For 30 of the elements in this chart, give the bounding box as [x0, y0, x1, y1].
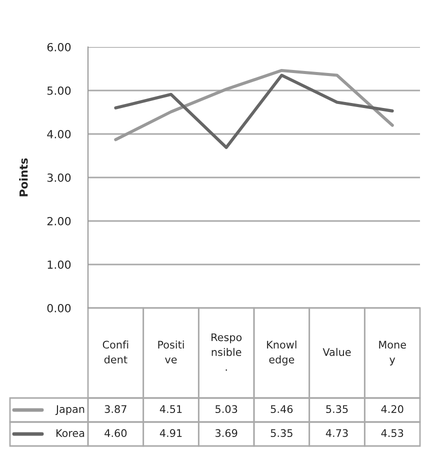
data-label: 4.73 [326, 429, 348, 438]
y-tick-label: 0.00 [47, 304, 71, 312]
legend-label: Korea [56, 429, 84, 438]
y-tick-label: 5.00 [47, 86, 71, 95]
data-label: 4.91 [160, 429, 182, 438]
y-tick-label: 3.00 [47, 173, 71, 182]
data-label: 4.20 [381, 405, 404, 414]
x-tick-label: Positi ve [158, 340, 184, 364]
data-label: 5.35 [326, 405, 348, 414]
y-axis-title: Points [19, 158, 28, 196]
x-tick-label: Value [322, 348, 351, 356]
data-label: 5.35 [270, 429, 292, 438]
y-tick-label: 6.00 [47, 42, 71, 52]
x-tick-label: Mone y [379, 340, 406, 366]
x-tick-label: Confi dent [102, 340, 128, 364]
data-label: 5.46 [270, 405, 293, 414]
y-tick-label: 1.00 [48, 260, 71, 269]
x-tick-label: Knowl edge [267, 340, 296, 366]
data-label: 4.60 [104, 429, 127, 438]
data-label: 3.87 [104, 405, 126, 414]
y-tick-label: 4.00 [47, 130, 71, 138]
data-label: 5.03 [216, 405, 238, 414]
line-series [114, 74, 394, 150]
data-label: 3.69 [216, 429, 238, 438]
legend-label: Japan [55, 405, 84, 416]
line-series [114, 68, 394, 142]
data-label: 4.53 [381, 429, 404, 438]
data-label: 4.51 [160, 405, 182, 414]
category-label: Respo nsible . [212, 333, 242, 371]
y-tick-label: 2.00 [47, 216, 71, 226]
